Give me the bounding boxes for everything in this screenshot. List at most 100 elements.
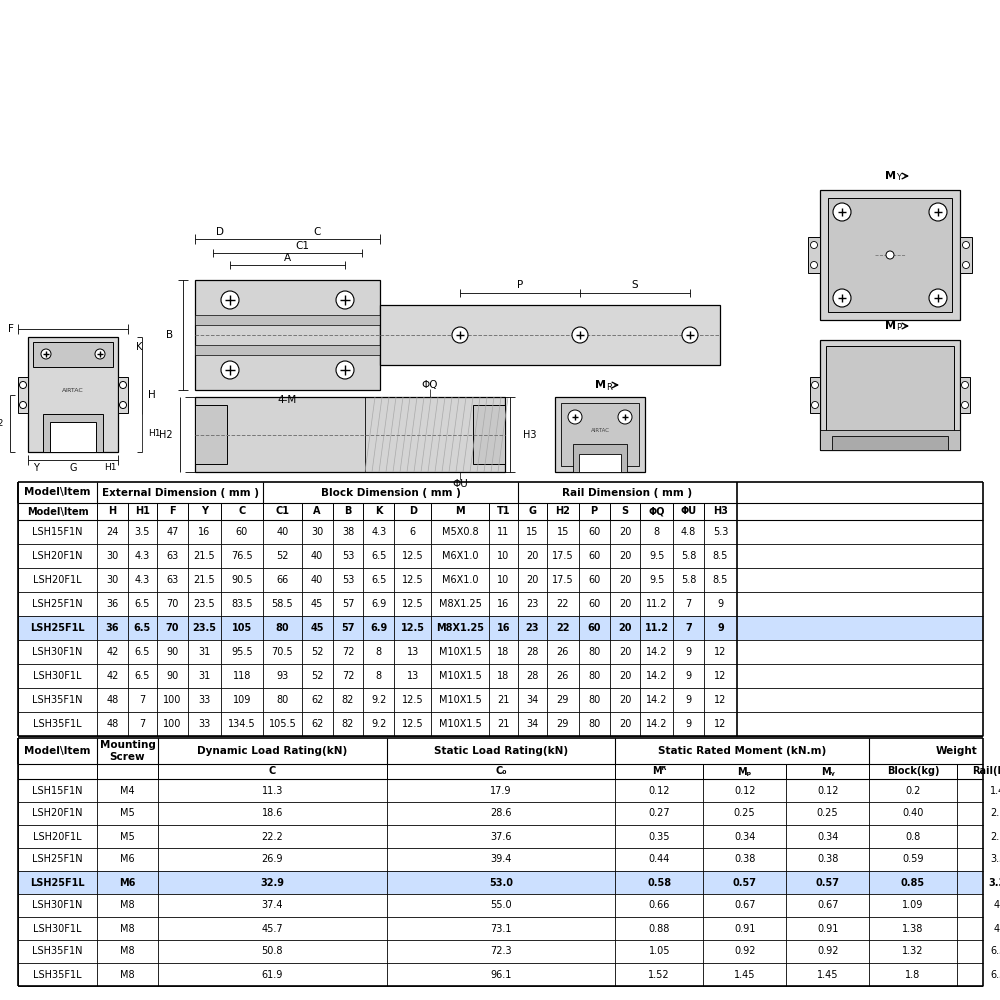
Text: Model\Item: Model\Item <box>24 746 91 756</box>
Text: D: D <box>409 506 417 516</box>
Text: LSH20F1N: LSH20F1N <box>32 808 83 818</box>
Text: 9: 9 <box>686 671 692 681</box>
Bar <box>960 237 972 273</box>
Text: Block(kg): Block(kg) <box>887 766 939 776</box>
Text: 11.3: 11.3 <box>262 786 283 796</box>
Bar <box>828 198 952 312</box>
Text: M8: M8 <box>120 924 135 934</box>
Text: 26.9: 26.9 <box>262 854 283 864</box>
Bar <box>18 764 983 779</box>
Text: 16: 16 <box>198 527 210 537</box>
Text: H2: H2 <box>0 420 4 428</box>
Text: 0.35: 0.35 <box>648 832 670 842</box>
Circle shape <box>962 241 970 248</box>
Text: K: K <box>136 342 142 352</box>
Text: 52: 52 <box>276 551 289 561</box>
Bar <box>18 664 983 688</box>
Text: 37.4: 37.4 <box>262 900 283 910</box>
Text: M8X1.25: M8X1.25 <box>436 623 484 633</box>
Text: M10X1.5: M10X1.5 <box>439 647 481 657</box>
Text: 1.52: 1.52 <box>648 970 670 980</box>
Text: 76.5: 76.5 <box>231 551 253 561</box>
Text: 45.7: 45.7 <box>261 924 283 934</box>
Text: M: M <box>885 171 896 181</box>
Text: H1: H1 <box>135 506 150 516</box>
Text: 17.5: 17.5 <box>552 551 574 561</box>
Text: 28.6: 28.6 <box>490 808 512 818</box>
Text: 0.25: 0.25 <box>817 808 838 818</box>
Circle shape <box>120 401 126 408</box>
Text: 0.88: 0.88 <box>649 924 670 934</box>
Text: 0.34: 0.34 <box>817 832 838 842</box>
Text: 55.0: 55.0 <box>490 900 512 910</box>
Text: 0.66: 0.66 <box>649 900 670 910</box>
Text: Static Load Rating(kN): Static Load Rating(kN) <box>434 746 568 756</box>
Text: 0.27: 0.27 <box>648 808 670 818</box>
Text: Y: Y <box>201 506 208 516</box>
Bar <box>555 397 645 472</box>
Bar <box>18 377 28 413</box>
Text: 57: 57 <box>342 599 354 609</box>
Circle shape <box>95 349 105 359</box>
Text: 7: 7 <box>139 719 146 729</box>
Text: 9: 9 <box>717 623 724 633</box>
Text: 20: 20 <box>619 527 631 537</box>
Text: 2.23: 2.23 <box>990 808 1000 818</box>
Text: 6.5: 6.5 <box>135 647 150 657</box>
Text: 60: 60 <box>236 527 248 537</box>
Text: 58.5: 58.5 <box>272 599 293 609</box>
Bar <box>18 848 983 871</box>
Text: LSH20F1L: LSH20F1L <box>33 832 82 842</box>
Text: 109: 109 <box>233 695 251 705</box>
Text: 8: 8 <box>376 671 382 681</box>
Text: 80: 80 <box>588 647 600 657</box>
Text: 23: 23 <box>526 623 539 633</box>
Text: M8: M8 <box>120 900 135 910</box>
Text: 12.5: 12.5 <box>402 551 423 561</box>
Bar <box>832 436 948 450</box>
Text: 4.8: 4.8 <box>681 527 696 537</box>
Text: 1.45: 1.45 <box>734 970 755 980</box>
Bar <box>18 544 983 568</box>
Text: 34: 34 <box>526 695 538 705</box>
Text: 0.67: 0.67 <box>817 900 838 910</box>
Text: 9: 9 <box>686 647 692 657</box>
Text: 4-M: 4-M <box>277 395 297 405</box>
Circle shape <box>336 291 354 309</box>
Text: 31: 31 <box>198 671 210 681</box>
Bar <box>810 377 820 413</box>
Text: D: D <box>216 227 224 237</box>
Text: Model\Item: Model\Item <box>27 506 88 516</box>
Text: 5.3: 5.3 <box>713 527 728 537</box>
Text: 40: 40 <box>311 575 323 585</box>
Text: M4: M4 <box>120 786 135 796</box>
Circle shape <box>452 327 468 343</box>
Bar <box>18 688 983 712</box>
Text: H3: H3 <box>713 506 728 516</box>
Text: 0.8: 0.8 <box>905 832 921 842</box>
Circle shape <box>221 361 239 379</box>
Text: 1.38: 1.38 <box>902 924 924 934</box>
Text: 1.05: 1.05 <box>648 946 670 956</box>
Text: 6: 6 <box>410 527 416 537</box>
Text: H2: H2 <box>555 506 570 516</box>
Text: 40: 40 <box>311 551 323 561</box>
Text: C: C <box>269 766 276 776</box>
Text: 0.92: 0.92 <box>817 946 838 956</box>
Text: ΦQ: ΦQ <box>422 380 438 390</box>
Text: P: P <box>517 280 523 290</box>
Text: M10X1.5: M10X1.5 <box>439 695 481 705</box>
Text: 9: 9 <box>717 599 724 609</box>
Text: 82: 82 <box>342 695 354 705</box>
Text: 9.5: 9.5 <box>649 575 665 585</box>
Text: 61.9: 61.9 <box>262 970 283 980</box>
Text: 0.25: 0.25 <box>734 808 755 818</box>
Circle shape <box>962 261 970 268</box>
Text: S: S <box>632 280 638 290</box>
Text: 17.9: 17.9 <box>490 786 512 796</box>
Text: 21.5: 21.5 <box>193 575 215 585</box>
Text: 72: 72 <box>342 671 354 681</box>
Text: Mᴿ: Mᴿ <box>652 766 666 776</box>
Text: 90: 90 <box>166 647 179 657</box>
Text: 21: 21 <box>497 719 510 729</box>
